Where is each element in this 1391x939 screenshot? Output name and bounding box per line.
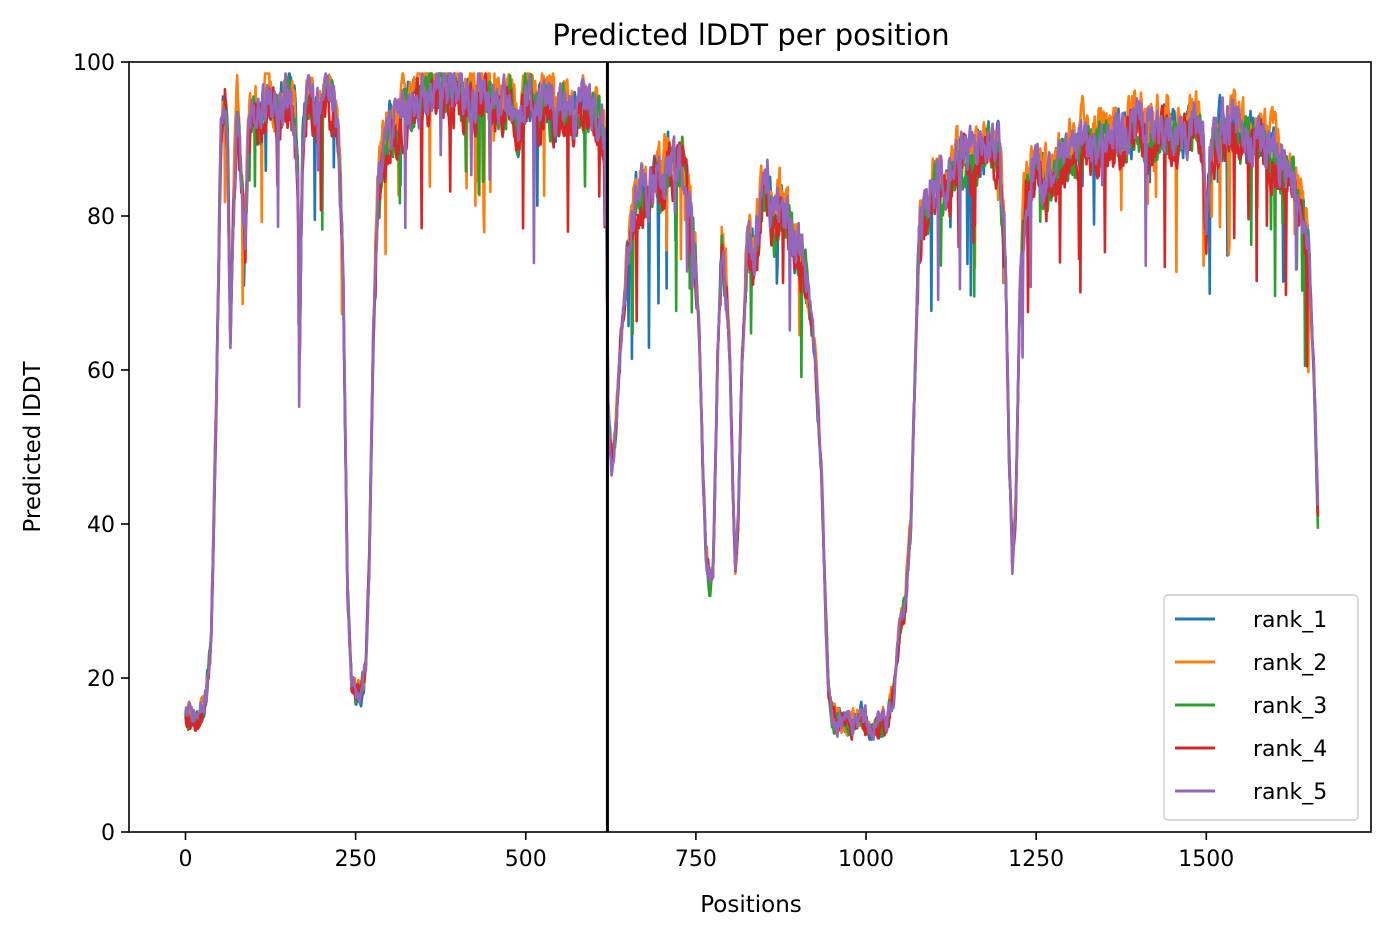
legend-frame	[1163, 594, 1359, 821]
y-tick-label: 100	[73, 51, 115, 76]
y-tick-label: 40	[87, 513, 115, 538]
chart-title: Predicted lDDT per position	[552, 18, 949, 52]
series-line-rank_5	[184, 72, 1320, 741]
x-tick-label: 0	[178, 847, 192, 872]
x-tick-label: 1000	[838, 847, 894, 872]
legend-label: rank_4	[1253, 737, 1327, 762]
legend: rank_1 rank_2 rank_3 rank_4 rank_5	[1163, 594, 1359, 821]
plot-area	[128, 61, 1372, 833]
x-tick-label: 750	[675, 847, 717, 872]
x-axis-label: Positions	[700, 892, 802, 918]
y-tick-label: 60	[87, 359, 115, 384]
y-axis-label: Predicted lDDT	[20, 360, 46, 532]
legend-label: rank_5	[1253, 780, 1327, 805]
x-tick-label: 1250	[1008, 847, 1064, 872]
x-axis-ticks: 0 250 500 750 1000 1250 1500	[178, 832, 1234, 872]
series-layer	[184, 72, 1320, 741]
y-tick-label: 20	[87, 667, 115, 692]
x-tick-label: 500	[505, 847, 547, 872]
y-tick-label: 0	[101, 821, 115, 846]
plot-frame	[128, 61, 1372, 833]
legend-label: rank_3	[1253, 694, 1327, 719]
y-axis-ticks: 0 20 40 60 80 100	[73, 51, 129, 846]
legend-label: rank_2	[1253, 651, 1327, 676]
y-tick-label: 80	[87, 205, 115, 230]
series-line-rank_4	[184, 72, 1320, 741]
legend-label: rank_1	[1253, 608, 1327, 633]
x-tick-label: 250	[335, 847, 377, 872]
x-tick-label: 1500	[1178, 847, 1234, 872]
